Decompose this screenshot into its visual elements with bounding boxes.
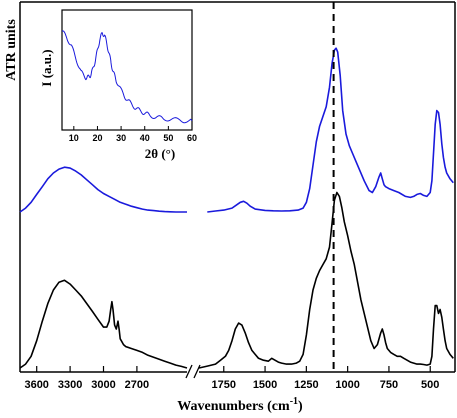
inset-x-tick-label: 60 — [187, 133, 197, 143]
x-tick-label: 3600 — [24, 379, 48, 391]
x-axis-title-main: Wavenumbers (cm — [177, 399, 290, 414]
x-tick-label: 500 — [421, 379, 439, 391]
blue-spectrum-line — [207, 47, 454, 213]
main-axes — [19, 1, 456, 379]
x-axis-title: Wavenumbers (cm-1) — [177, 396, 303, 414]
inset-frame — [61, 9, 193, 131]
x-tick-label: 1250 — [294, 379, 318, 391]
x-tick-label: 750 — [380, 379, 398, 391]
main-ticks: 3600 3300 3000 2700 1750 1500 1250 1000 750 500 — [24, 366, 439, 391]
inset-series — [61, 30, 193, 124]
black-spectrum-line — [198, 191, 454, 369]
x-axis-title-sup: -1 — [290, 396, 298, 407]
blue-spectrum-line — [19, 166, 187, 213]
inset-x-tick-label: 40 — [140, 133, 150, 143]
x-tick-label: 3300 — [58, 379, 82, 391]
x-tick-label: 1750 — [212, 379, 236, 391]
inset-x-tick-label: 10 — [69, 133, 79, 143]
axis-break-mark — [185, 364, 201, 379]
inset-x-tick-label: 50 — [163, 133, 173, 143]
inset-ticks: 10 20 30 40 50 60 — [69, 126, 197, 143]
inset-chart: 10 20 30 40 50 60 I (a.u.) 2θ (°) — [39, 9, 197, 161]
x-tick-label: 2700 — [125, 379, 149, 391]
inset-x-title: 2θ (°) — [145, 146, 175, 161]
inset-x-tick-label: 20 — [92, 133, 102, 143]
x-tick-label: 1500 — [253, 379, 277, 391]
main-series — [19, 47, 454, 369]
black-spectrum-line — [19, 279, 188, 369]
x-axis-title-tail: ) — [298, 399, 303, 414]
inset-y-title: I (a.u.) — [39, 49, 54, 86]
x-tick-label: 1000 — [335, 379, 359, 391]
y-axis-title: ATR units — [4, 19, 19, 81]
x-tick-label: 3000 — [91, 379, 115, 391]
inset-x-tick-label: 30 — [116, 133, 126, 143]
inset-xrd-line — [61, 30, 193, 124]
